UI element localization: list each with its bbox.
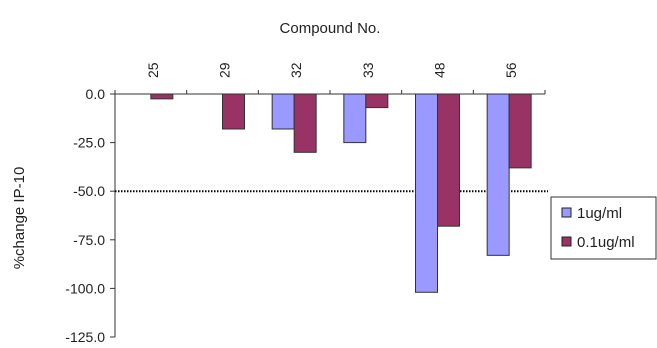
legend-label-1: 1ug/ml [577,205,622,222]
legend: 1ug/ml 0.1ug/ml [550,196,657,260]
bar-series2-48 [437,93,460,227]
x-axis-ticks: 25 29 32 33 48 56 [114,62,546,94]
x-tick-label: 48 [432,62,448,78]
x-tick-label: 29 [217,62,233,78]
plot-area: 0.0 -25.0 -50.0 -75.0 -100.0 -125.0 25 29 32 33 4… [65,62,548,345]
bar-series1-32 [271,93,295,130]
x-tick-label: 32 [288,62,304,78]
legend-swatch-1 [561,207,572,218]
bars [150,93,532,293]
bar-series2-33 [365,93,389,109]
y-axis-ticks: 0.0 -25.0 -50.0 -75.0 -100.0 -125.0 [65,86,115,345]
y-tick-label: -50.0 [73,183,105,199]
legend-swatch-2 [561,236,572,247]
legend-box [550,196,657,260]
bar-series2-32 [293,93,317,153]
y-tick-label: -125.0 [65,329,105,345]
bar-series1-48 [415,93,438,293]
y-axis-title: %change IP-10 [11,167,28,270]
y-tick-label: -75.0 [73,232,105,248]
bar-series1-56 [486,93,510,256]
y-tick-label: -25.0 [73,135,105,151]
bar-series2-29 [222,93,245,130]
bar-series1-33 [343,93,367,144]
bar-series2-56 [508,93,532,169]
y-tick-label: 0.0 [86,86,106,102]
x-tick-label: 25 [145,62,161,78]
chart-title: Compound No. [280,20,381,37]
x-tick-label: 33 [360,62,376,78]
y-tick-label: -100.0 [65,280,105,296]
x-tick-label: 56 [503,62,519,78]
bar-series2-25 [150,93,174,100]
legend-label-2: 0.1ug/ml [577,234,635,251]
